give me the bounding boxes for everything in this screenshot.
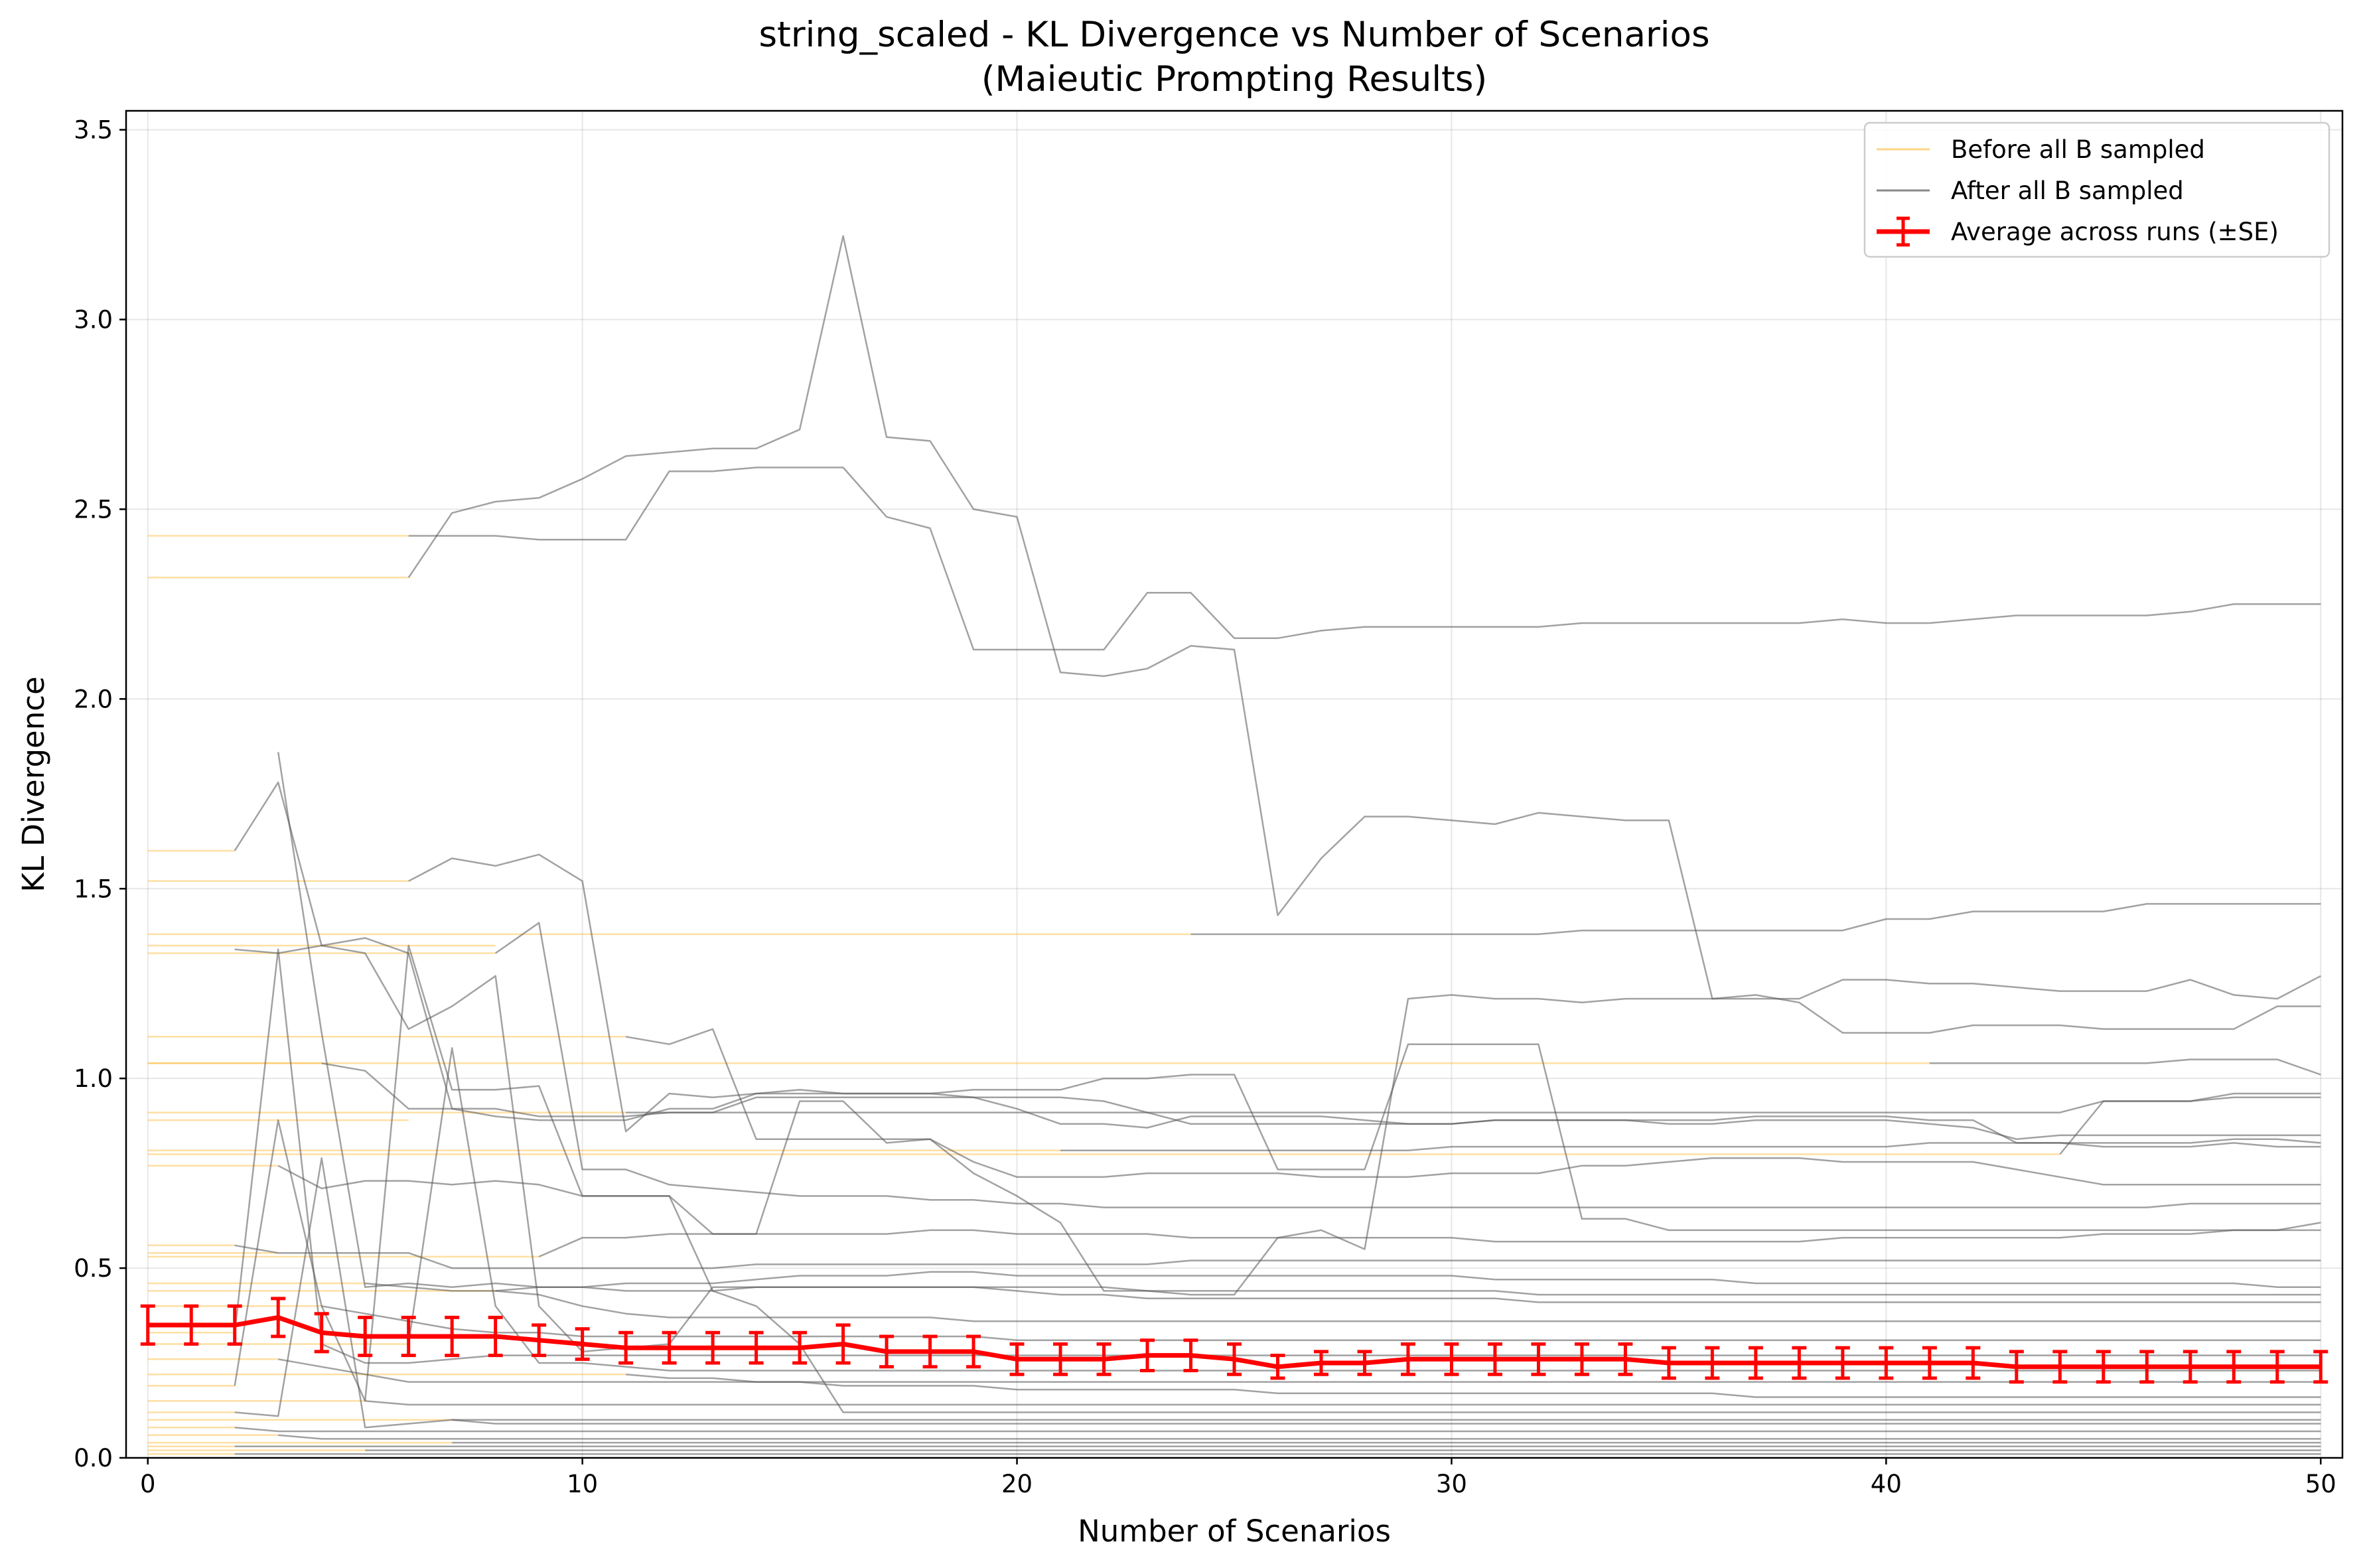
x-tick-label-2: 20 bbox=[1001, 1470, 1033, 1498]
x-tick-label-3: 30 bbox=[1436, 1470, 1467, 1498]
after-run-line-16 bbox=[538, 1222, 2321, 1258]
chart-title: string_scaled - KL Divergence vs Number … bbox=[758, 15, 1709, 55]
after-run-line-25 bbox=[364, 944, 2321, 1413]
after-run-line-0 bbox=[407, 235, 2321, 1034]
legend-average-label: Average across runs (±SE) bbox=[1951, 218, 2279, 246]
after-run-line-27 bbox=[452, 1419, 2321, 1425]
after-run-line-28 bbox=[234, 1427, 2321, 1433]
after-run-line-18 bbox=[495, 1290, 2321, 1322]
y-tick-label-7: 3.5 bbox=[74, 116, 113, 145]
after-run-line-26 bbox=[234, 1157, 2321, 1429]
after-run-line-14 bbox=[277, 752, 2321, 1303]
after-run-line-2 bbox=[1190, 902, 2321, 936]
axis-ticks: 0 10 20 30 40 50 0.0 0.5 1.0 1.5 2.0 2.5 3.0 3.5 bbox=[74, 116, 2336, 1498]
after-run-line-9 bbox=[1929, 1058, 2321, 1076]
after-run-line-15 bbox=[234, 1244, 2321, 1269]
x-axis-label: Number of Scenarios bbox=[1078, 1514, 1391, 1549]
y-tick-label-2: 1.0 bbox=[74, 1064, 113, 1093]
legend-after-label: After all B sampled bbox=[1951, 177, 2184, 205]
after-run-line-23 bbox=[625, 1373, 2321, 1398]
after-run-line-8 bbox=[625, 975, 2321, 1296]
x-tick-label-5: 50 bbox=[2305, 1470, 2336, 1498]
after-run-line-10 bbox=[626, 1096, 2321, 1113]
after-run-line-29 bbox=[278, 1434, 2321, 1440]
x-tick-label-0: 0 bbox=[140, 1470, 156, 1498]
plot-area-frame bbox=[125, 109, 2344, 1459]
legend-before-label: Before all B sampled bbox=[1951, 135, 2205, 164]
after-run-line-4 bbox=[408, 853, 2321, 1232]
y-tick-label-0: 0.0 bbox=[74, 1444, 113, 1472]
legend-box bbox=[1863, 121, 2330, 258]
after-run-line-12 bbox=[2059, 1092, 2321, 1155]
after-run-line-17 bbox=[365, 1271, 2321, 1292]
after-run-line-22 bbox=[277, 1358, 2321, 1383]
y-tick-label-3: 1.5 bbox=[74, 875, 113, 903]
average-series-group bbox=[140, 1297, 2329, 1384]
x-tick-label-1: 10 bbox=[567, 1470, 598, 1498]
y-tick-label-5: 2.5 bbox=[74, 495, 113, 524]
y-axis-label: KL Divergence bbox=[16, 676, 51, 892]
legend: Before all B sampled After all B sampled… bbox=[1863, 121, 2330, 258]
after-run-line-1 bbox=[408, 466, 2321, 651]
after-run-line-5 bbox=[234, 937, 2321, 1144]
x-tick-label-4: 40 bbox=[1871, 1470, 1902, 1498]
after-run-line-6 bbox=[494, 922, 2321, 1208]
y-tick-label-6: 3.0 bbox=[74, 306, 113, 334]
chart-subtitle: (Maieutic Prompting Results) bbox=[981, 59, 1487, 100]
after-run-line-24 bbox=[234, 1119, 2321, 1406]
after-run-line-11 bbox=[1060, 1142, 2321, 1152]
y-tick-label-1: 0.5 bbox=[74, 1254, 113, 1283]
y-tick-label-4: 2.0 bbox=[74, 685, 113, 713]
after-run-line-19 bbox=[321, 1305, 2321, 1341]
